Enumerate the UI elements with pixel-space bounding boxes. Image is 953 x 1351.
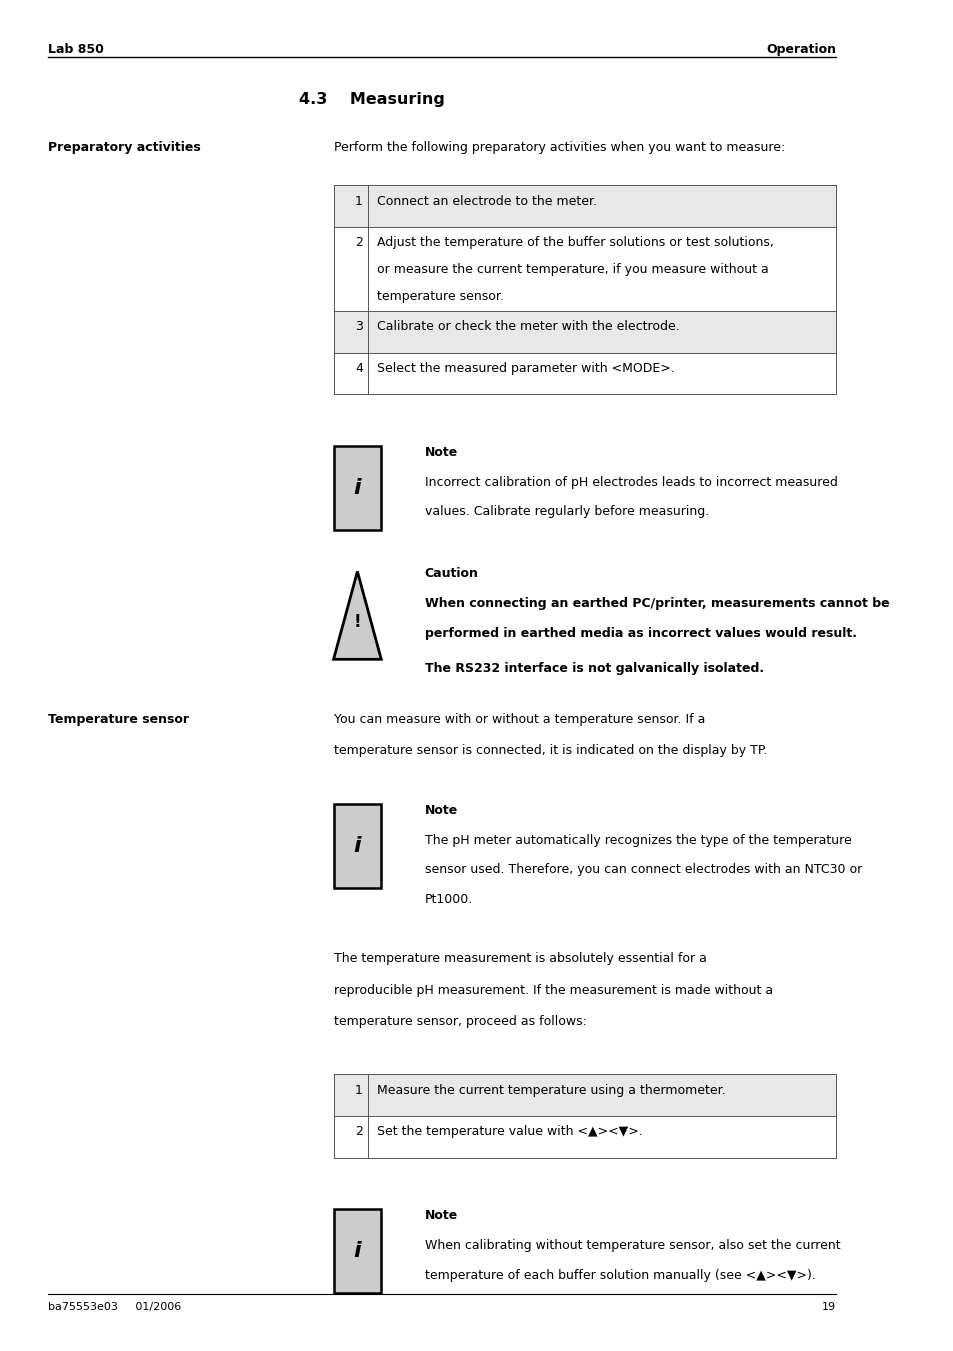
Text: temperature sensor is connected, it is indicated on the display by TP.: temperature sensor is connected, it is i… <box>334 744 766 758</box>
Text: When calibrating without temperature sensor, also set the current: When calibrating without temperature sen… <box>424 1239 840 1252</box>
Text: The temperature measurement is absolutely essential for a: The temperature measurement is absolutel… <box>334 952 706 966</box>
Text: 1: 1 <box>355 195 363 208</box>
Text: temperature sensor.: temperature sensor. <box>376 290 503 304</box>
Text: performed in earthed media as incorrect values would result.: performed in earthed media as incorrect … <box>424 627 856 640</box>
Text: Preparatory activities: Preparatory activities <box>48 141 200 154</box>
Text: i: i <box>354 836 361 855</box>
Text: 4.3    Measuring: 4.3 Measuring <box>298 92 444 107</box>
Text: temperature of each buffer solution manually (see <▲><▼>).: temperature of each buffer solution manu… <box>424 1269 815 1282</box>
Text: Measure the current temperature using a thermometer.: Measure the current temperature using a … <box>376 1084 725 1097</box>
Text: reproducible pH measurement. If the measurement is made without a: reproducible pH measurement. If the meas… <box>334 984 772 997</box>
Text: 2: 2 <box>355 236 363 250</box>
FancyBboxPatch shape <box>334 1074 835 1116</box>
Text: 3: 3 <box>355 320 363 334</box>
FancyBboxPatch shape <box>334 185 835 227</box>
Text: You can measure with or without a temperature sensor. If a: You can measure with or without a temper… <box>334 713 704 727</box>
Text: Operation: Operation <box>765 43 835 57</box>
Text: When connecting an earthed PC/printer, measurements cannot be: When connecting an earthed PC/printer, m… <box>424 597 888 611</box>
Text: Set the temperature value with <▲><▼>.: Set the temperature value with <▲><▼>. <box>376 1125 642 1139</box>
FancyBboxPatch shape <box>334 1209 381 1293</box>
Text: Perform the following preparatory activities when you want to measure:: Perform the following preparatory activi… <box>334 141 784 154</box>
Text: 1: 1 <box>355 1084 363 1097</box>
Text: i: i <box>354 1242 361 1260</box>
Text: temperature sensor, proceed as follows:: temperature sensor, proceed as follows: <box>334 1015 586 1028</box>
Text: Lab 850: Lab 850 <box>48 43 104 57</box>
Text: sensor used. Therefore, you can connect electrodes with an NTC30 or: sensor used. Therefore, you can connect … <box>424 863 861 877</box>
Text: Incorrect calibration of pH electrodes leads to incorrect measured: Incorrect calibration of pH electrodes l… <box>424 476 837 489</box>
Text: The RS232 interface is not galvanically isolated.: The RS232 interface is not galvanically … <box>424 662 763 676</box>
Text: 4: 4 <box>355 362 363 376</box>
Text: or measure the current temperature, if you measure without a: or measure the current temperature, if y… <box>376 263 768 277</box>
Polygon shape <box>334 571 381 659</box>
Text: values. Calibrate regularly before measuring.: values. Calibrate regularly before measu… <box>424 505 708 519</box>
Text: Calibrate or check the meter with the electrode.: Calibrate or check the meter with the el… <box>376 320 679 334</box>
Text: The pH meter automatically recognizes the type of the temperature: The pH meter automatically recognizes th… <box>424 834 850 847</box>
Text: Caution: Caution <box>424 567 478 581</box>
Text: Connect an electrode to the meter.: Connect an electrode to the meter. <box>376 195 597 208</box>
Text: Adjust the temperature of the buffer solutions or test solutions,: Adjust the temperature of the buffer sol… <box>376 236 773 250</box>
Text: Pt1000.: Pt1000. <box>424 893 473 907</box>
FancyBboxPatch shape <box>334 446 381 530</box>
Text: 2: 2 <box>355 1125 363 1139</box>
Text: ba75553e03     01/2006: ba75553e03 01/2006 <box>48 1302 181 1312</box>
Text: Select the measured parameter with <MODE>.: Select the measured parameter with <MODE… <box>376 362 674 376</box>
Text: Note: Note <box>424 804 457 817</box>
Text: 19: 19 <box>821 1302 835 1312</box>
Text: Note: Note <box>424 1209 457 1223</box>
Text: !: ! <box>354 613 361 631</box>
FancyBboxPatch shape <box>334 311 835 353</box>
FancyBboxPatch shape <box>334 804 381 888</box>
Text: i: i <box>354 478 361 497</box>
Text: Note: Note <box>424 446 457 459</box>
Text: Temperature sensor: Temperature sensor <box>48 713 189 727</box>
